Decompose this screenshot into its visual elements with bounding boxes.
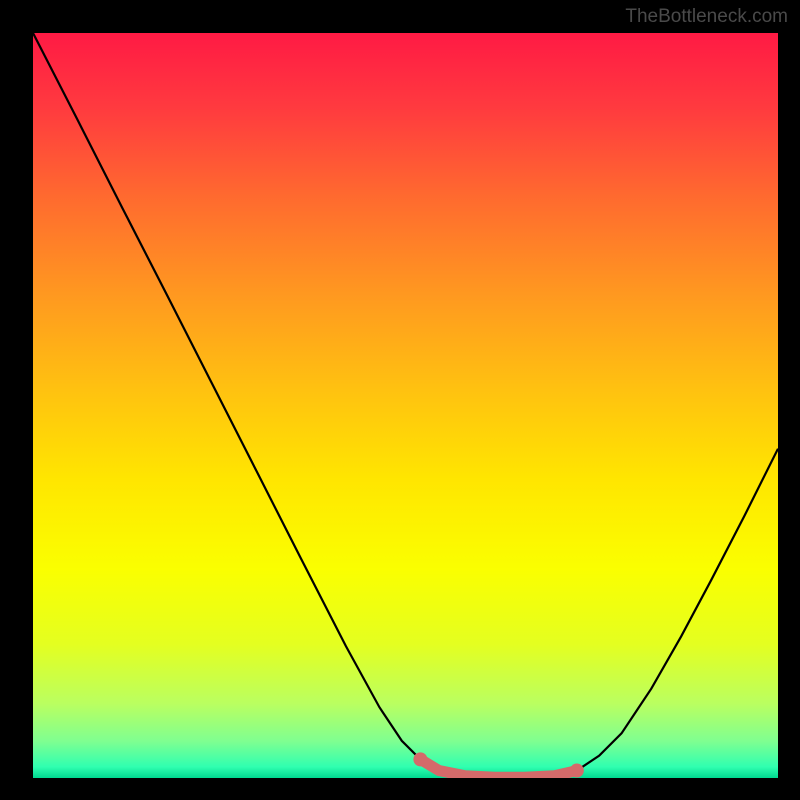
- chart-container: TheBottleneck.com: [0, 0, 800, 800]
- plot-area: [33, 33, 778, 778]
- watermark-text: TheBottleneck.com: [625, 6, 788, 28]
- gradient-background: [33, 33, 778, 778]
